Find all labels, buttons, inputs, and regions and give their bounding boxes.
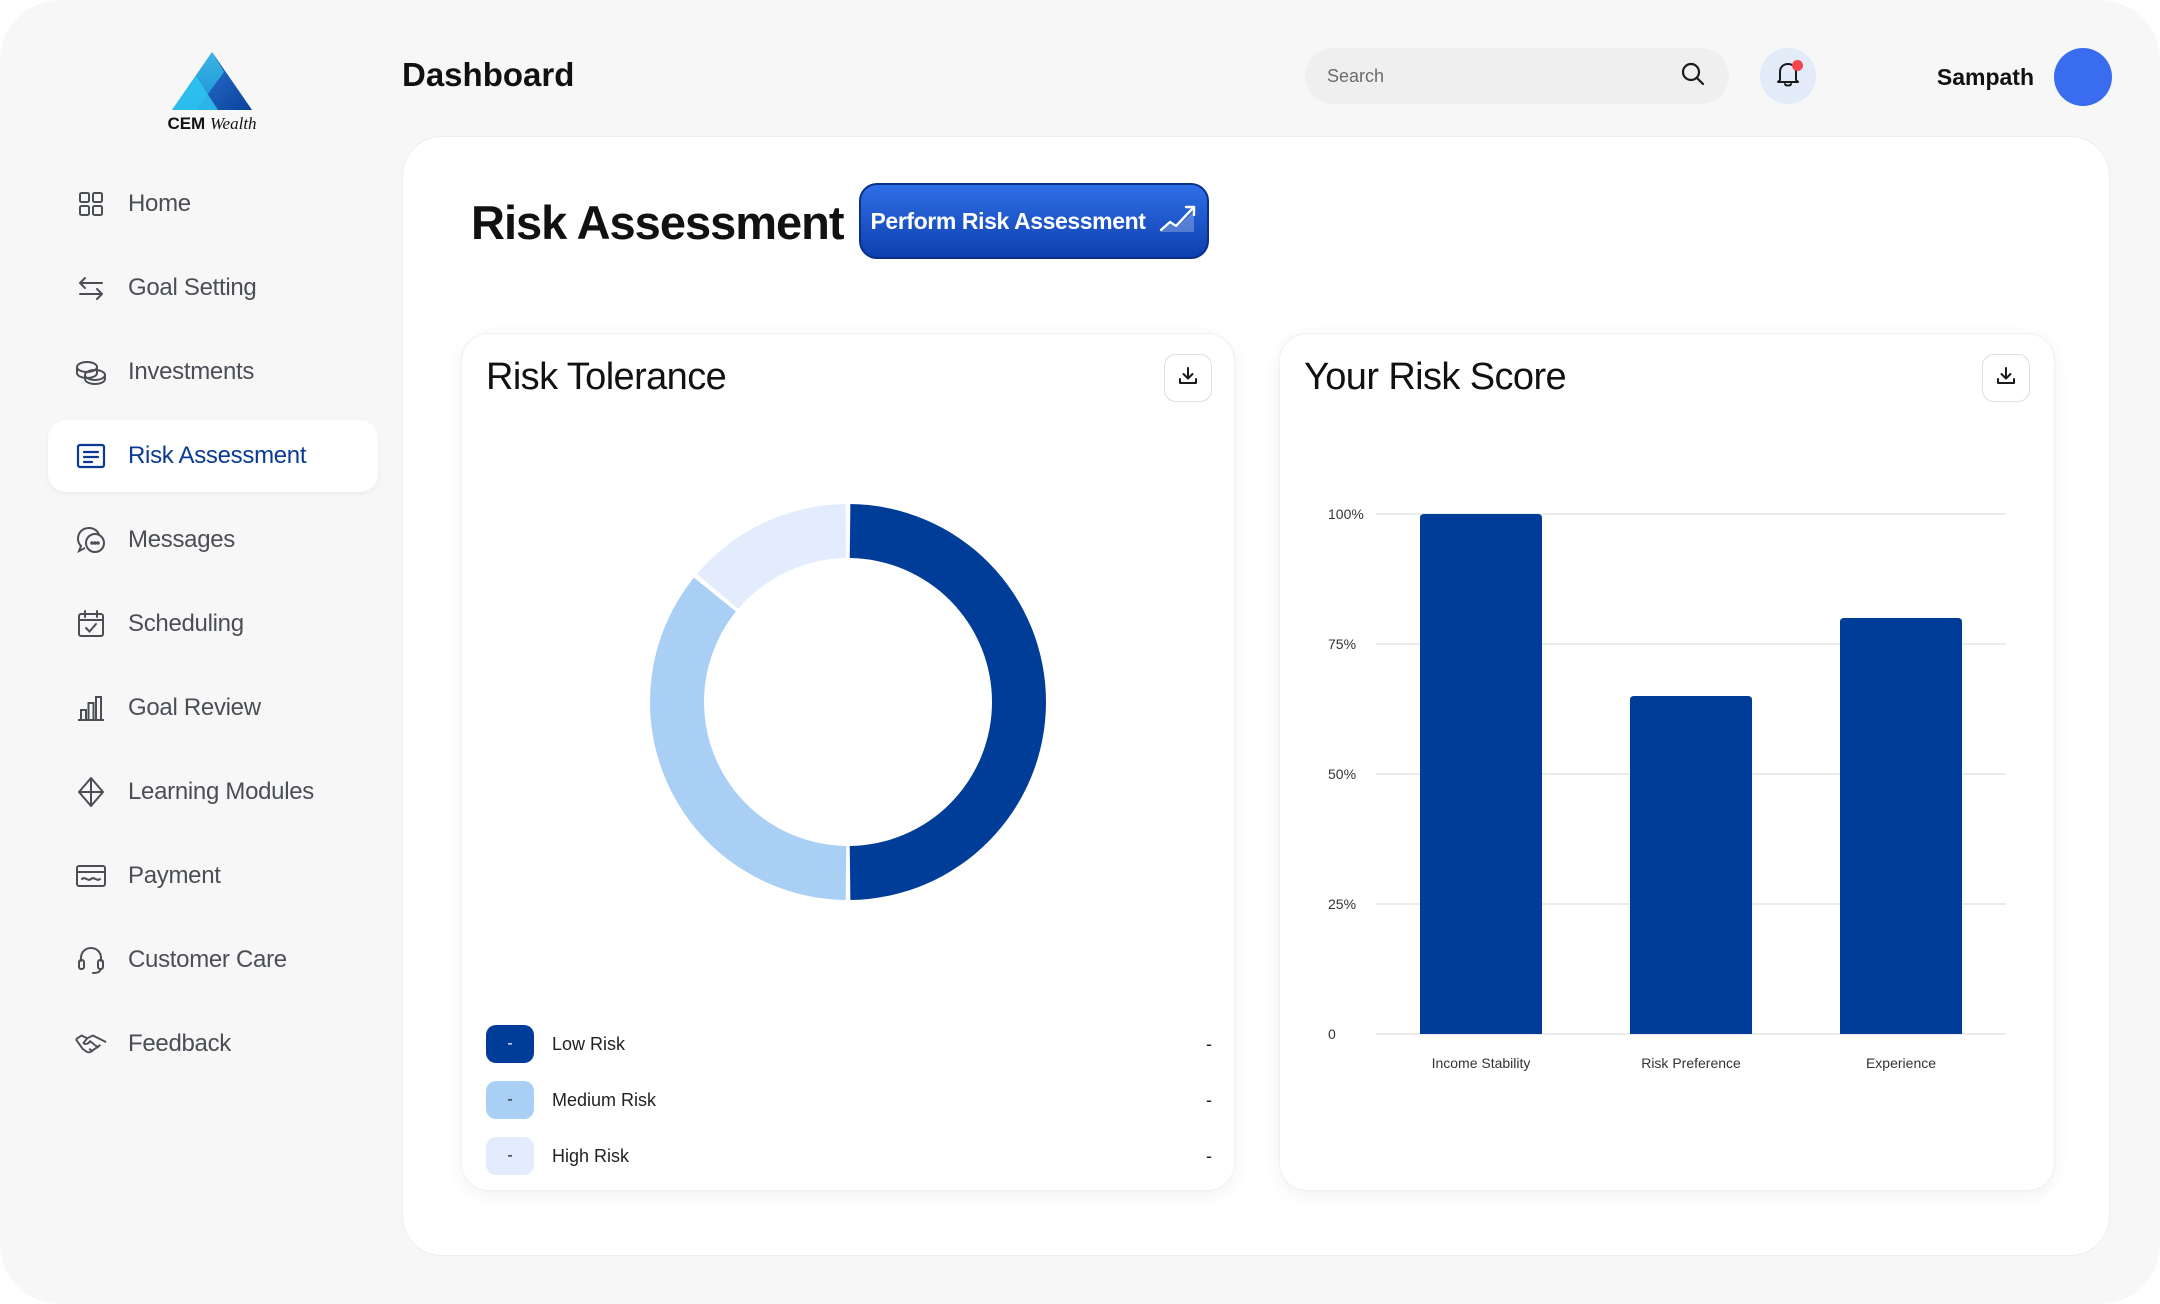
page-title: Dashboard [402,56,575,93]
sidebar-item-home[interactable]: Home [48,168,378,240]
user-name[interactable]: Sampath [1936,64,2034,90]
calendar-check-icon [74,607,108,641]
download-button[interactable] [1982,354,2030,402]
sidebar-item-messages[interactable]: Messages [48,504,378,576]
handshake-icon [74,1027,108,1061]
brand-name: CEM Wealth [167,114,257,133]
search-bar [1305,48,1729,104]
donut-slice-medium-risk[interactable] [650,577,847,900]
logo-mark-icon [172,52,252,110]
card-title: Risk Tolerance [486,356,727,398]
sidebar-item-goal-review[interactable]: Goal Review [48,672,378,744]
download-icon [1177,365,1199,392]
chat-bubbles-icon [74,523,108,557]
y-tick-label: 0 [1328,1026,1336,1042]
risk-score-bar-chart: 0 25% 50% 75% 100% Income Stability Risk Prefe… [1328,506,2006,1071]
bar-chart-icon [74,691,108,725]
sidebar-item-label: Home [128,190,191,217]
legend-label: High Risk [552,1145,630,1166]
sidebar-item-label: Messages [128,526,235,553]
sidebar-item-label: Payment [128,862,221,889]
card-title: Your Risk Score [1304,356,1567,398]
wallet-icon [74,859,108,893]
avatar[interactable] [2054,48,2112,106]
x-tick-label: Risk Preference [1641,1055,1741,1071]
cta-label: Perform Risk Assessment [870,207,1146,234]
sidebar-item-label: Feedback [128,1030,231,1057]
legend-value: - [1206,1089,1212,1110]
bell-icon [1775,60,1801,93]
risk-tolerance-donut-chart [650,504,1047,900]
sidebar-item-label: Learning Modules [128,778,314,805]
document-lines-icon [74,439,108,473]
sidebar-item-risk-assessment[interactable]: Risk Assessment [48,420,378,492]
search-icon[interactable] [1679,60,1707,93]
diamond-icon [74,775,108,809]
donut-slice-low-risk[interactable] [849,504,1047,900]
legend-value: - [1206,1033,1212,1054]
sidebar-item-label: Scheduling [128,610,244,637]
legend-swatch: - [486,1025,534,1063]
brand-logo[interactable]: CEM Wealth [160,50,264,142]
legend-swatch: - [486,1081,534,1119]
headset-icon [74,943,108,977]
perform-risk-assessment-button[interactable]: Perform Risk Assessment [859,183,1209,259]
sidebar-item-goal-setting[interactable]: Goal Setting [48,252,378,324]
sidebar-nav: Home Goal Setting Investments Risk Asses… [48,168,378,1092]
risk-score-card: Your Risk Score 0 25% 50% 75% 100% Income Sta… [1279,333,2055,1191]
sidebar-item-learning-modules[interactable]: Learning Modules [48,756,378,828]
donut-slice-high-risk[interactable] [696,504,847,609]
main-panel: Risk Assessment Perform Risk Assessment … [402,136,2110,1256]
sidebar-item-label: Goal Review [128,694,261,721]
search-input[interactable] [1327,65,1679,87]
x-tick-label: Income Stability [1432,1055,1531,1071]
grid-icon [74,187,108,221]
sidebar-item-feedback[interactable]: Feedback [48,1008,378,1080]
risk-legend: - Low Risk - - Medium Risk - - High Risk… [486,1016,1212,1184]
notification-badge [1792,60,1803,71]
y-tick-label: 100% [1328,506,1364,522]
bar-income-stability[interactable] [1420,514,1542,1034]
arrows-swap-icon [74,271,108,305]
legend-item-low-risk: - Low Risk - [486,1016,1212,1072]
sidebar-item-investments[interactable]: Investments [48,336,378,408]
legend-label: Medium Risk [552,1089,657,1110]
legend-item-medium-risk: - Medium Risk - [486,1072,1212,1128]
legend-item-high-risk: - High Risk - [486,1128,1212,1184]
download-button[interactable] [1164,354,1212,402]
y-tick-label: 50% [1328,766,1356,782]
notifications-button[interactable] [1760,48,1816,104]
legend-value: - [1206,1145,1212,1166]
sidebar-item-label: Goal Setting [128,274,257,301]
sidebar-item-label: Investments [128,358,255,385]
y-tick-label: 75% [1328,636,1356,652]
sidebar-item-payment[interactable]: Payment [48,840,378,912]
x-tick-label: Experience [1866,1055,1936,1071]
download-icon [1995,365,2017,392]
sidebar-item-label: Risk Assessment [128,442,307,469]
bar-risk-preference[interactable] [1630,696,1752,1034]
y-tick-label: 25% [1328,896,1356,912]
coins-icon [74,355,108,389]
trend-up-icon [1158,202,1198,240]
sidebar-item-label: Customer Care [128,946,287,973]
risk-tolerance-card: Risk Tolerance - Low Risk - - Medium Ris… [461,333,1235,1191]
section-title: Risk Assessment [471,196,845,249]
sidebar-item-scheduling[interactable]: Scheduling [48,588,378,660]
legend-swatch: - [486,1137,534,1175]
sidebar-item-customer-care[interactable]: Customer Care [48,924,378,996]
bar-experience[interactable] [1840,618,1962,1034]
legend-label: Low Risk [552,1033,626,1054]
